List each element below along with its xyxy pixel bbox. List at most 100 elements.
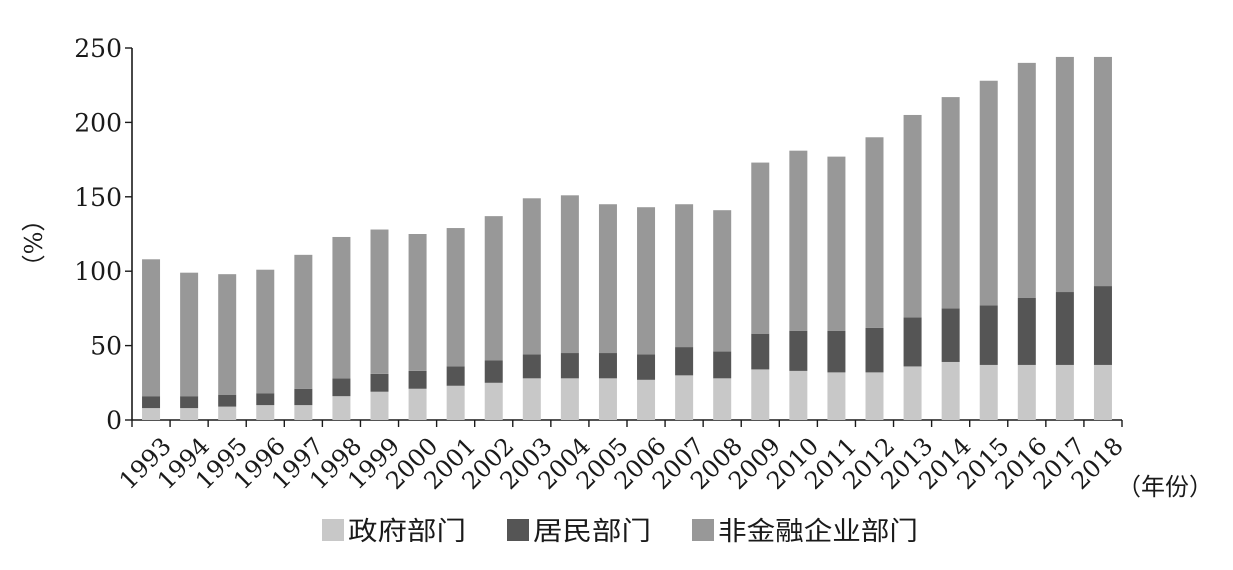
bar-segment-nonfinancial-corp xyxy=(1093,56,1112,287)
bar-segment-household xyxy=(713,351,732,379)
bar-segment-household xyxy=(408,370,427,389)
bar-segment-nonfinancial-corp xyxy=(180,272,199,397)
bar-segment-household xyxy=(865,327,884,373)
bar-segment-nonfinancial-corp xyxy=(522,198,541,355)
bar-segment-government xyxy=(598,378,617,420)
bar-segment-nonfinancial-corp xyxy=(865,137,884,328)
legend-label: 非金融企业部门 xyxy=(718,517,918,547)
bar-segment-nonfinancial-corp xyxy=(1055,56,1074,293)
legend-label: 居民部门 xyxy=(533,517,651,547)
bar-segment-nonfinancial-corp xyxy=(827,156,846,331)
bar-segment-nonfinancial-corp xyxy=(598,204,617,354)
bar-segment-government xyxy=(637,379,656,420)
bar-segment-household xyxy=(1093,286,1112,365)
bar-segment-household xyxy=(1055,292,1074,365)
bar-segment-household xyxy=(637,354,656,380)
bar-segment-government xyxy=(446,385,465,420)
bar-segment-household xyxy=(256,393,275,406)
bar-segment-household xyxy=(560,353,579,379)
legend-swatch xyxy=(507,519,529,541)
legend-item: 政府部门 xyxy=(322,517,466,547)
bar-segment-household xyxy=(484,360,503,383)
bar-segment-government xyxy=(865,372,884,420)
y-tick-label: 50 xyxy=(90,332,122,361)
bar-segment-government xyxy=(218,406,237,420)
legend-swatch xyxy=(692,519,714,541)
bar-segment-household xyxy=(675,347,694,376)
bar-segment-household xyxy=(332,378,351,397)
bar-segment-government xyxy=(294,405,313,420)
bar-segment-household xyxy=(142,396,161,409)
bar-segment-government xyxy=(941,361,960,420)
bar-segment-nonfinancial-corp xyxy=(484,216,503,361)
bar-segment-government xyxy=(560,378,579,420)
bar-segment-household xyxy=(218,394,237,407)
bar-segment-government xyxy=(751,369,770,420)
bar-segment-government xyxy=(256,405,275,420)
bar-segment-nonfinancial-corp xyxy=(446,228,465,367)
bar-segment-nonfinancial-corp xyxy=(332,236,351,379)
bar-segment-household xyxy=(941,308,960,362)
bar-segment-government xyxy=(903,366,922,420)
bar-segment-household xyxy=(522,354,541,379)
legend-item: 居民部门 xyxy=(507,517,651,547)
bar-segment-nonfinancial-corp xyxy=(713,210,732,352)
bar-segment-household xyxy=(827,330,846,373)
bar-segment-government xyxy=(789,370,808,420)
bar-segment-nonfinancial-corp xyxy=(637,207,656,355)
bar-segment-government xyxy=(142,408,161,420)
bar-segment-nonfinancial-corp xyxy=(560,195,579,354)
bar-segment-nonfinancial-corp xyxy=(979,80,998,306)
bar-segment-government xyxy=(713,378,732,420)
bar-segment-government xyxy=(408,388,427,420)
legend-swatch xyxy=(322,519,344,541)
bar-segment-household xyxy=(903,317,922,367)
y-axis-label: （%） xyxy=(20,208,48,279)
bar-segment-government xyxy=(370,391,389,420)
bar-segment-government xyxy=(979,364,998,420)
bar-segment-nonfinancial-corp xyxy=(218,274,237,395)
bar-segment-government xyxy=(484,382,503,420)
legend-item: 非金融企业部门 xyxy=(692,517,918,547)
y-tick-label: 100 xyxy=(74,257,122,286)
bar-segment-nonfinancial-corp xyxy=(903,114,922,318)
bar-segment-household xyxy=(751,333,770,370)
bar-segment-government xyxy=(1093,364,1112,420)
bar-segment-nonfinancial-corp xyxy=(751,162,770,334)
bars xyxy=(142,56,1112,420)
bar-segment-government xyxy=(522,378,541,420)
bar-segment-nonfinancial-corp xyxy=(142,259,161,397)
bar-segment-nonfinancial-corp xyxy=(294,254,313,389)
x-axis-label: （年份） xyxy=(1117,473,1213,501)
bar-segment-household xyxy=(446,366,465,386)
bar-segment-household xyxy=(598,353,617,379)
bar-segment-nonfinancial-corp xyxy=(370,229,389,374)
bar-segment-household xyxy=(370,373,389,392)
bar-segment-nonfinancial-corp xyxy=(675,204,694,348)
y-tick-label: 250 xyxy=(74,34,122,63)
bar-segment-government xyxy=(1055,364,1074,420)
bar-segment-household xyxy=(180,396,199,409)
bar-segment-household xyxy=(294,388,313,406)
y-tick-label: 200 xyxy=(74,108,122,137)
bar-segment-government xyxy=(675,375,694,420)
bar-segment-nonfinancial-corp xyxy=(1017,62,1036,298)
bar-segment-nonfinancial-corp xyxy=(941,97,960,309)
bar-segment-government xyxy=(332,396,351,420)
axes xyxy=(125,47,1123,427)
bar-segment-household xyxy=(979,305,998,365)
bar-segment-government xyxy=(827,372,846,420)
bar-segment-household xyxy=(1017,297,1036,365)
legend: 政府部门 居民部门 非金融企业部门 xyxy=(322,517,918,547)
y-tick-label: 150 xyxy=(74,183,122,212)
bar-segment-nonfinancial-corp xyxy=(789,150,808,331)
bar-segment-household xyxy=(789,330,808,371)
legend-label: 政府部门 xyxy=(348,517,466,547)
bar-segment-nonfinancial-corp xyxy=(256,269,275,394)
bar-segment-nonfinancial-corp xyxy=(408,234,427,371)
y-tick-label: 0 xyxy=(106,406,122,435)
bar-segment-government xyxy=(180,408,199,420)
bar-segment-government xyxy=(1017,364,1036,420)
